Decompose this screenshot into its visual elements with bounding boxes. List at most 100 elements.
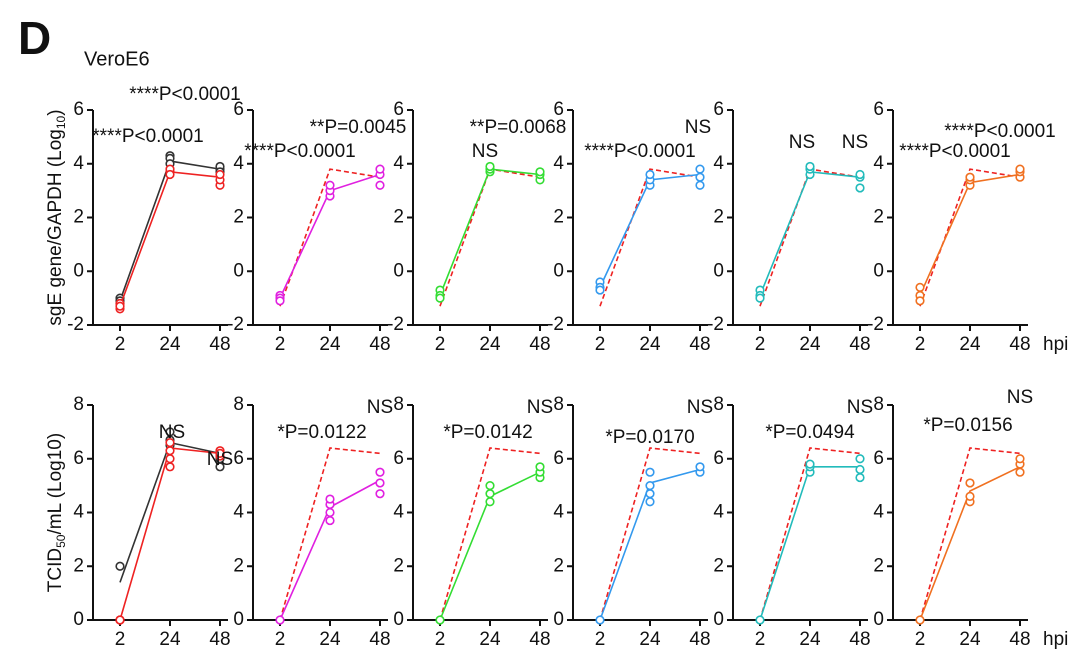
replicate-point (915, 296, 925, 306)
replicate-point (1015, 467, 1025, 477)
replicate-point (965, 491, 975, 501)
x-tick-label: 48 (1009, 334, 1030, 355)
x-tick-label: 48 (849, 334, 870, 355)
y-label-end: ) (45, 109, 66, 115)
y-label-sub: 50 (54, 534, 68, 548)
replicate-point (375, 180, 385, 190)
y-tick-label: 4 (713, 502, 724, 523)
replicate-point (165, 169, 175, 180)
y-tick-label: 4 (393, 153, 404, 174)
replicate-point (805, 161, 815, 172)
replicate-point (1015, 454, 1025, 464)
x-tick-label: 24 (479, 334, 501, 355)
x-unit: hpi (1043, 629, 1068, 650)
x-tick-label: 2 (115, 334, 126, 355)
y-tick-label: 8 (393, 394, 404, 415)
series-line (279, 447, 381, 621)
y-tick-label: 2 (873, 207, 884, 228)
annotation: **P=0.0045 (310, 117, 407, 138)
replicate-point (325, 494, 335, 504)
y-tick-label: 0 (873, 260, 884, 281)
series-line (759, 447, 861, 621)
y-tick-label: 0 (73, 260, 84, 281)
y-tick-label: 6 (73, 99, 84, 120)
x-tick-label: 2 (915, 334, 926, 355)
x-tick-label: 48 (1009, 629, 1030, 650)
y-axis-label: sgE gene/GAPDH (Log10) (45, 109, 68, 325)
series-line (919, 173, 1021, 296)
y-tick-label: 4 (713, 153, 724, 174)
y-tick-label: -2 (547, 314, 564, 335)
y-label-sub: 10 (54, 115, 68, 129)
replicate-point (535, 167, 545, 177)
replicate-point (165, 438, 175, 448)
x-tick-label: 48 (209, 629, 230, 650)
replicate-point (325, 515, 335, 526)
y-tick-label: 4 (553, 502, 564, 523)
x-tick-label: 24 (319, 334, 341, 355)
y-tick-label: 8 (73, 394, 84, 415)
x-tick-label: 24 (799, 629, 821, 650)
x-tick-label: 48 (209, 334, 230, 355)
x-tick-label: 2 (595, 629, 606, 650)
y-tick-label: 6 (73, 448, 84, 469)
x-tick-label: 48 (369, 629, 390, 650)
y-tick-label: 2 (553, 207, 564, 228)
series-line (919, 466, 1021, 621)
replicate-point (695, 172, 705, 182)
replicate-point (325, 180, 335, 190)
x-tick-label: 48 (369, 334, 390, 355)
x-tick-label: 2 (435, 334, 446, 355)
y-tick-label: 6 (233, 448, 244, 469)
x-tick-label: 24 (639, 334, 661, 355)
y-tick-label: 6 (393, 448, 404, 469)
y-tick-label: -2 (227, 314, 244, 335)
cell-line: VeroE6 (84, 48, 150, 70)
series-line (439, 168, 541, 296)
y-tick-label: 6 (233, 99, 244, 120)
x-tick-label: 48 (529, 629, 550, 650)
y-tick-label: 4 (393, 502, 404, 523)
annotation: NS (789, 132, 815, 153)
replicate-point (275, 615, 285, 625)
y-tick-label: 2 (873, 555, 884, 576)
x-tick-label: 24 (319, 629, 341, 650)
replicate-point (325, 507, 335, 518)
annotation: NS (159, 422, 185, 443)
x-tick-label: 2 (595, 334, 606, 355)
y-tick-label: 6 (393, 99, 404, 120)
y-tick-label: 0 (393, 609, 404, 630)
y-tick-label: 0 (873, 609, 884, 630)
annotation: ****P<0.0001 (244, 141, 355, 162)
series-line (439, 168, 541, 307)
x-tick-label: 2 (275, 629, 286, 650)
y-tick-label: 4 (873, 502, 884, 523)
replicate-point (965, 478, 975, 488)
replicate-point (375, 467, 385, 477)
y-tick-label: 6 (713, 99, 724, 120)
y-tick-label: 0 (713, 260, 724, 281)
y-tick-label: 2 (73, 207, 84, 228)
annotation: NS (1007, 387, 1033, 408)
replicate-point (695, 180, 705, 190)
y-tick-label: 4 (73, 153, 84, 174)
y-tick-label: 2 (713, 207, 724, 228)
x-tick-label: 48 (849, 629, 870, 650)
replicate-point (375, 478, 385, 488)
series-line (759, 168, 861, 307)
x-tick-label: 2 (915, 629, 926, 650)
series-line (119, 160, 221, 302)
series-line (599, 447, 701, 621)
replicate-point (485, 489, 495, 499)
series-line (919, 447, 1021, 621)
x-tick-label: 24 (639, 629, 661, 650)
replicate-point (375, 164, 385, 174)
x-tick-label: 48 (689, 334, 710, 355)
replicate-point (855, 464, 865, 475)
replicate-point (915, 282, 925, 292)
replicate-point (645, 497, 655, 507)
x-tick-label: 48 (689, 629, 710, 650)
y-tick-label: -2 (867, 314, 884, 335)
y-tick-label: 4 (73, 502, 84, 523)
